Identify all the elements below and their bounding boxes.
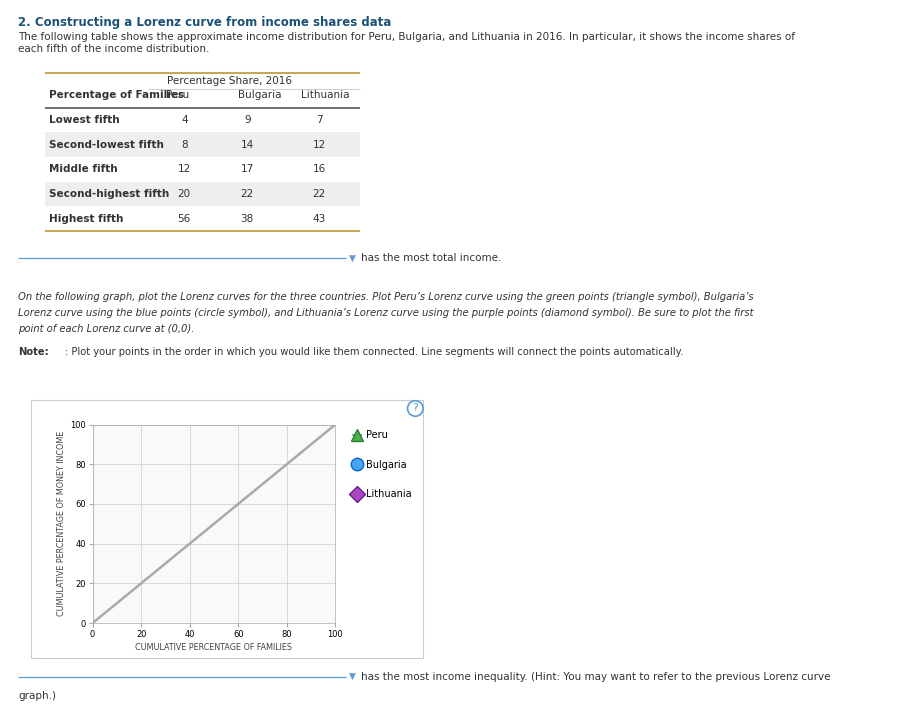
Text: ?: ? <box>413 403 418 414</box>
Text: 22: 22 <box>313 189 325 199</box>
Text: Middle fifth: Middle fifth <box>49 164 117 174</box>
Text: 12: 12 <box>313 140 325 150</box>
Text: 8: 8 <box>181 140 188 150</box>
X-axis label: CUMULATIVE PERCENTAGE OF FAMILIES: CUMULATIVE PERCENTAGE OF FAMILIES <box>136 643 292 652</box>
Text: has the most total income.: has the most total income. <box>361 253 502 263</box>
Text: Peru: Peru <box>166 90 190 100</box>
FancyBboxPatch shape <box>31 400 423 658</box>
Text: 9: 9 <box>244 115 251 125</box>
Text: 14: 14 <box>241 140 254 150</box>
Text: 43: 43 <box>313 214 325 224</box>
Text: Lithuania: Lithuania <box>301 90 350 100</box>
Text: : Plot your points in the order in which you would like them connected. Line seg: : Plot your points in the order in which… <box>65 347 683 357</box>
Text: Second-lowest fifth: Second-lowest fifth <box>49 140 164 150</box>
FancyBboxPatch shape <box>45 132 360 157</box>
Text: 16: 16 <box>313 164 325 174</box>
Text: 2. Constructing a Lorenz curve from income shares data: 2. Constructing a Lorenz curve from inco… <box>18 16 391 29</box>
Text: has the most income inequality. (Hint: You may want to refer to the previous Lor: has the most income inequality. (Hint: Y… <box>361 672 831 682</box>
Text: graph.): graph.) <box>18 691 56 702</box>
Text: Lorenz curve using the blue points (circle symbol), and Lithuania’s Lorenz curve: Lorenz curve using the blue points (circ… <box>18 308 753 318</box>
Text: Percentage Share, 2016: Percentage Share, 2016 <box>166 76 292 86</box>
Y-axis label: CUMULATIVE PERCENTAGE OF MONEY INCOME: CUMULATIVE PERCENTAGE OF MONEY INCOME <box>57 431 66 616</box>
Text: 7: 7 <box>316 115 323 125</box>
Text: each fifth of the income distribution.: each fifth of the income distribution. <box>18 44 209 54</box>
FancyBboxPatch shape <box>45 182 360 206</box>
Legend: Peru, Bulgaria, Lithuania: Peru, Bulgaria, Lithuania <box>350 427 415 502</box>
Text: Lowest fifth: Lowest fifth <box>49 115 120 125</box>
Text: On the following graph, plot the Lorenz curves for the three countries. Plot Per: On the following graph, plot the Lorenz … <box>18 292 753 302</box>
Text: 12: 12 <box>178 164 191 174</box>
Text: Percentage of Families: Percentage of Families <box>49 90 183 100</box>
Text: The following table shows the approximate income distribution for Peru, Bulgaria: The following table shows the approximat… <box>18 32 795 42</box>
Text: 17: 17 <box>241 164 254 174</box>
Text: Highest fifth: Highest fifth <box>49 214 123 224</box>
Text: Bulgaria: Bulgaria <box>238 90 281 100</box>
Text: Note:: Note: <box>18 347 49 357</box>
Text: 56: 56 <box>178 214 191 224</box>
Text: ▼: ▼ <box>349 254 356 262</box>
Text: 4: 4 <box>181 115 188 125</box>
Text: ▼: ▼ <box>349 672 356 681</box>
Text: point of each Lorenz curve at (0,0).: point of each Lorenz curve at (0,0). <box>18 324 194 334</box>
Text: 38: 38 <box>241 214 254 224</box>
Text: 22: 22 <box>241 189 254 199</box>
Text: Second-highest fifth: Second-highest fifth <box>49 189 169 199</box>
Text: 20: 20 <box>178 189 191 199</box>
